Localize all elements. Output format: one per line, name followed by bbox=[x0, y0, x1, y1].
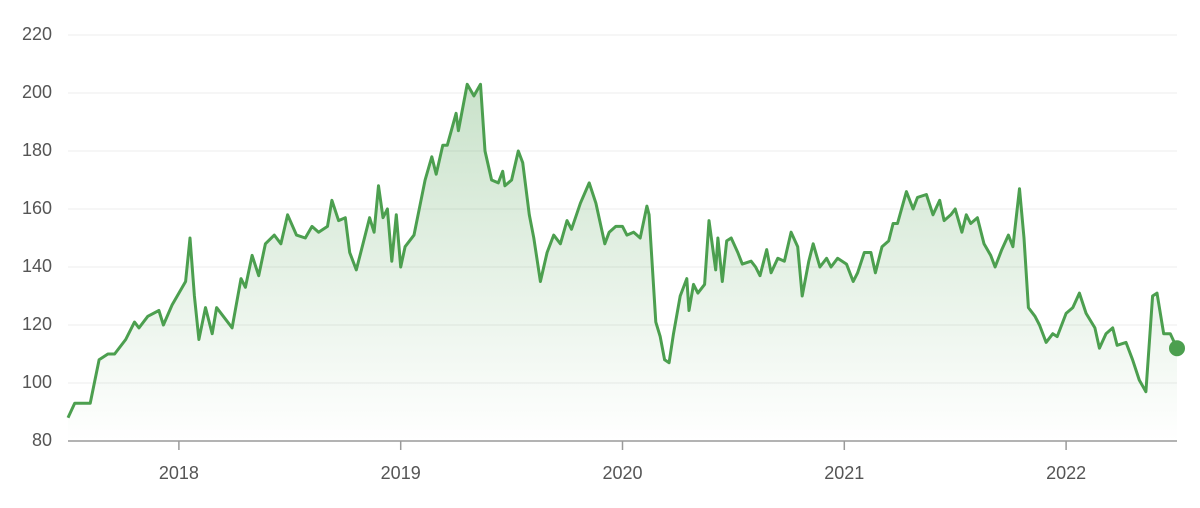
y-tick-label: 180 bbox=[22, 140, 52, 160]
x-tick-label: 2020 bbox=[602, 463, 642, 483]
area bbox=[68, 84, 1177, 442]
y-tick-label: 100 bbox=[22, 372, 52, 392]
x-tick-label: 2018 bbox=[159, 463, 199, 483]
y-tick-label: 140 bbox=[22, 256, 52, 276]
y-tick-label: 200 bbox=[22, 82, 52, 102]
line bbox=[66, 82, 1179, 419]
x-tick-label: 2021 bbox=[824, 463, 864, 483]
y-tick-label: 120 bbox=[22, 314, 52, 334]
x-tick-label: 2019 bbox=[381, 463, 421, 483]
y-tick-label: 160 bbox=[22, 198, 52, 218]
y-tick-label: 80 bbox=[32, 430, 52, 450]
x-tick-label: 2022 bbox=[1046, 463, 1086, 483]
y-tick-label: 220 bbox=[22, 24, 52, 44]
end-point bbox=[1169, 340, 1185, 357]
